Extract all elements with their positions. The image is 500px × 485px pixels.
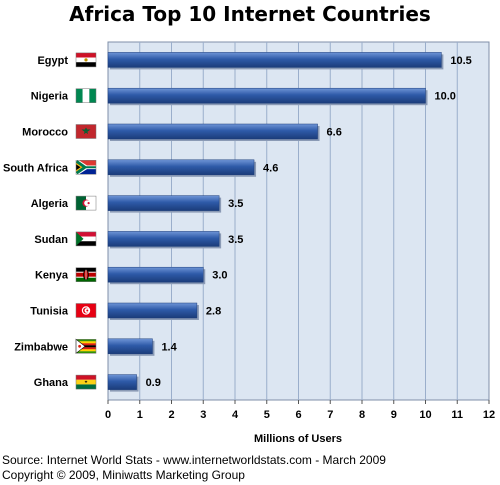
bar [107,195,220,211]
egypt-flag-icon [75,52,97,68]
x-tick-label: 8 [359,409,365,421]
bar [107,159,255,176]
sudan-flag-icon [75,231,97,247]
footer-source: Source: Internet World Stats - www.inter… [2,453,386,467]
kenya-flag-icon [75,267,97,282]
x-tick-label: 11 [451,409,463,421]
category-label: Sudan [34,234,68,246]
x-tick-label: 2 [168,409,174,421]
x-tick-label: 12 [483,409,495,421]
x-tick-label: 1 [137,409,143,421]
x-tick-label: 4 [232,409,239,421]
ghana-flag-icon [75,374,97,390]
data-label: 3.0 [212,270,227,282]
bar [107,87,426,104]
x-tick-label: 7 [327,409,333,421]
category-label: South Africa [3,162,69,174]
bar [107,123,318,140]
chart-title: Africa Top 10 Internet Countries [69,2,431,26]
morocco-flag-icon [75,124,97,139]
category-label: Nigeria [31,91,69,103]
zimbabwe-flag-icon [75,338,97,354]
bar [107,338,153,355]
bar [107,266,204,283]
bar [107,374,137,390]
x-tick-label: 10 [419,409,431,421]
x-tick-label: 5 [264,409,270,421]
x-tick-labels: 0 1 2 3 4 5 6 7 8 9 10 11 12 [105,409,495,421]
data-label: 6.6 [327,127,342,139]
data-label: 3.5 [228,198,243,210]
bar [107,52,442,68]
bar-chart: Africa Top 10 Internet Countries Egypt Ni… [3,2,495,445]
south-africa-flag-icon [75,160,97,175]
nigeria-flag-icon [75,88,97,103]
data-label: 1.4 [161,341,177,353]
category-label: Tunisia [30,306,69,318]
data-label: 10.0 [435,91,456,103]
x-tick-label: 9 [391,409,397,421]
category-label: Morocco [22,127,68,139]
footer-copyright: Copyright © 2009, Miniwatts Marketing Gr… [2,468,245,482]
flag-icons [75,52,97,390]
data-labels: 10.5 10.0 6.6 4.6 3.5 3.5 3.0 2.8 1.4 0.9 [146,55,472,389]
category-label: Algeria [31,198,69,210]
data-label: 10.5 [450,55,471,67]
data-label: 2.8 [206,306,221,318]
x-tick-label: 3 [200,409,206,421]
data-label: 3.5 [228,234,243,246]
bar [107,302,198,319]
category-labels: Egypt Nigeria Morocco South Africa Algeria Su… [3,55,69,389]
data-label: 0.9 [146,377,161,389]
x-tick-label: 6 [295,409,301,421]
category-label: Ghana [34,377,69,389]
bar [107,231,220,247]
data-label: 4.6 [263,162,278,174]
x-axis-label: Millions of Users [254,433,342,445]
algeria-flag-icon [75,195,97,211]
category-label: Egypt [37,55,68,67]
bars [107,52,444,392]
x-tick-label: 0 [105,409,111,421]
category-label: Zimbabwe [14,341,68,353]
tunisia-flag-icon [75,303,97,318]
category-label: Kenya [35,270,69,282]
